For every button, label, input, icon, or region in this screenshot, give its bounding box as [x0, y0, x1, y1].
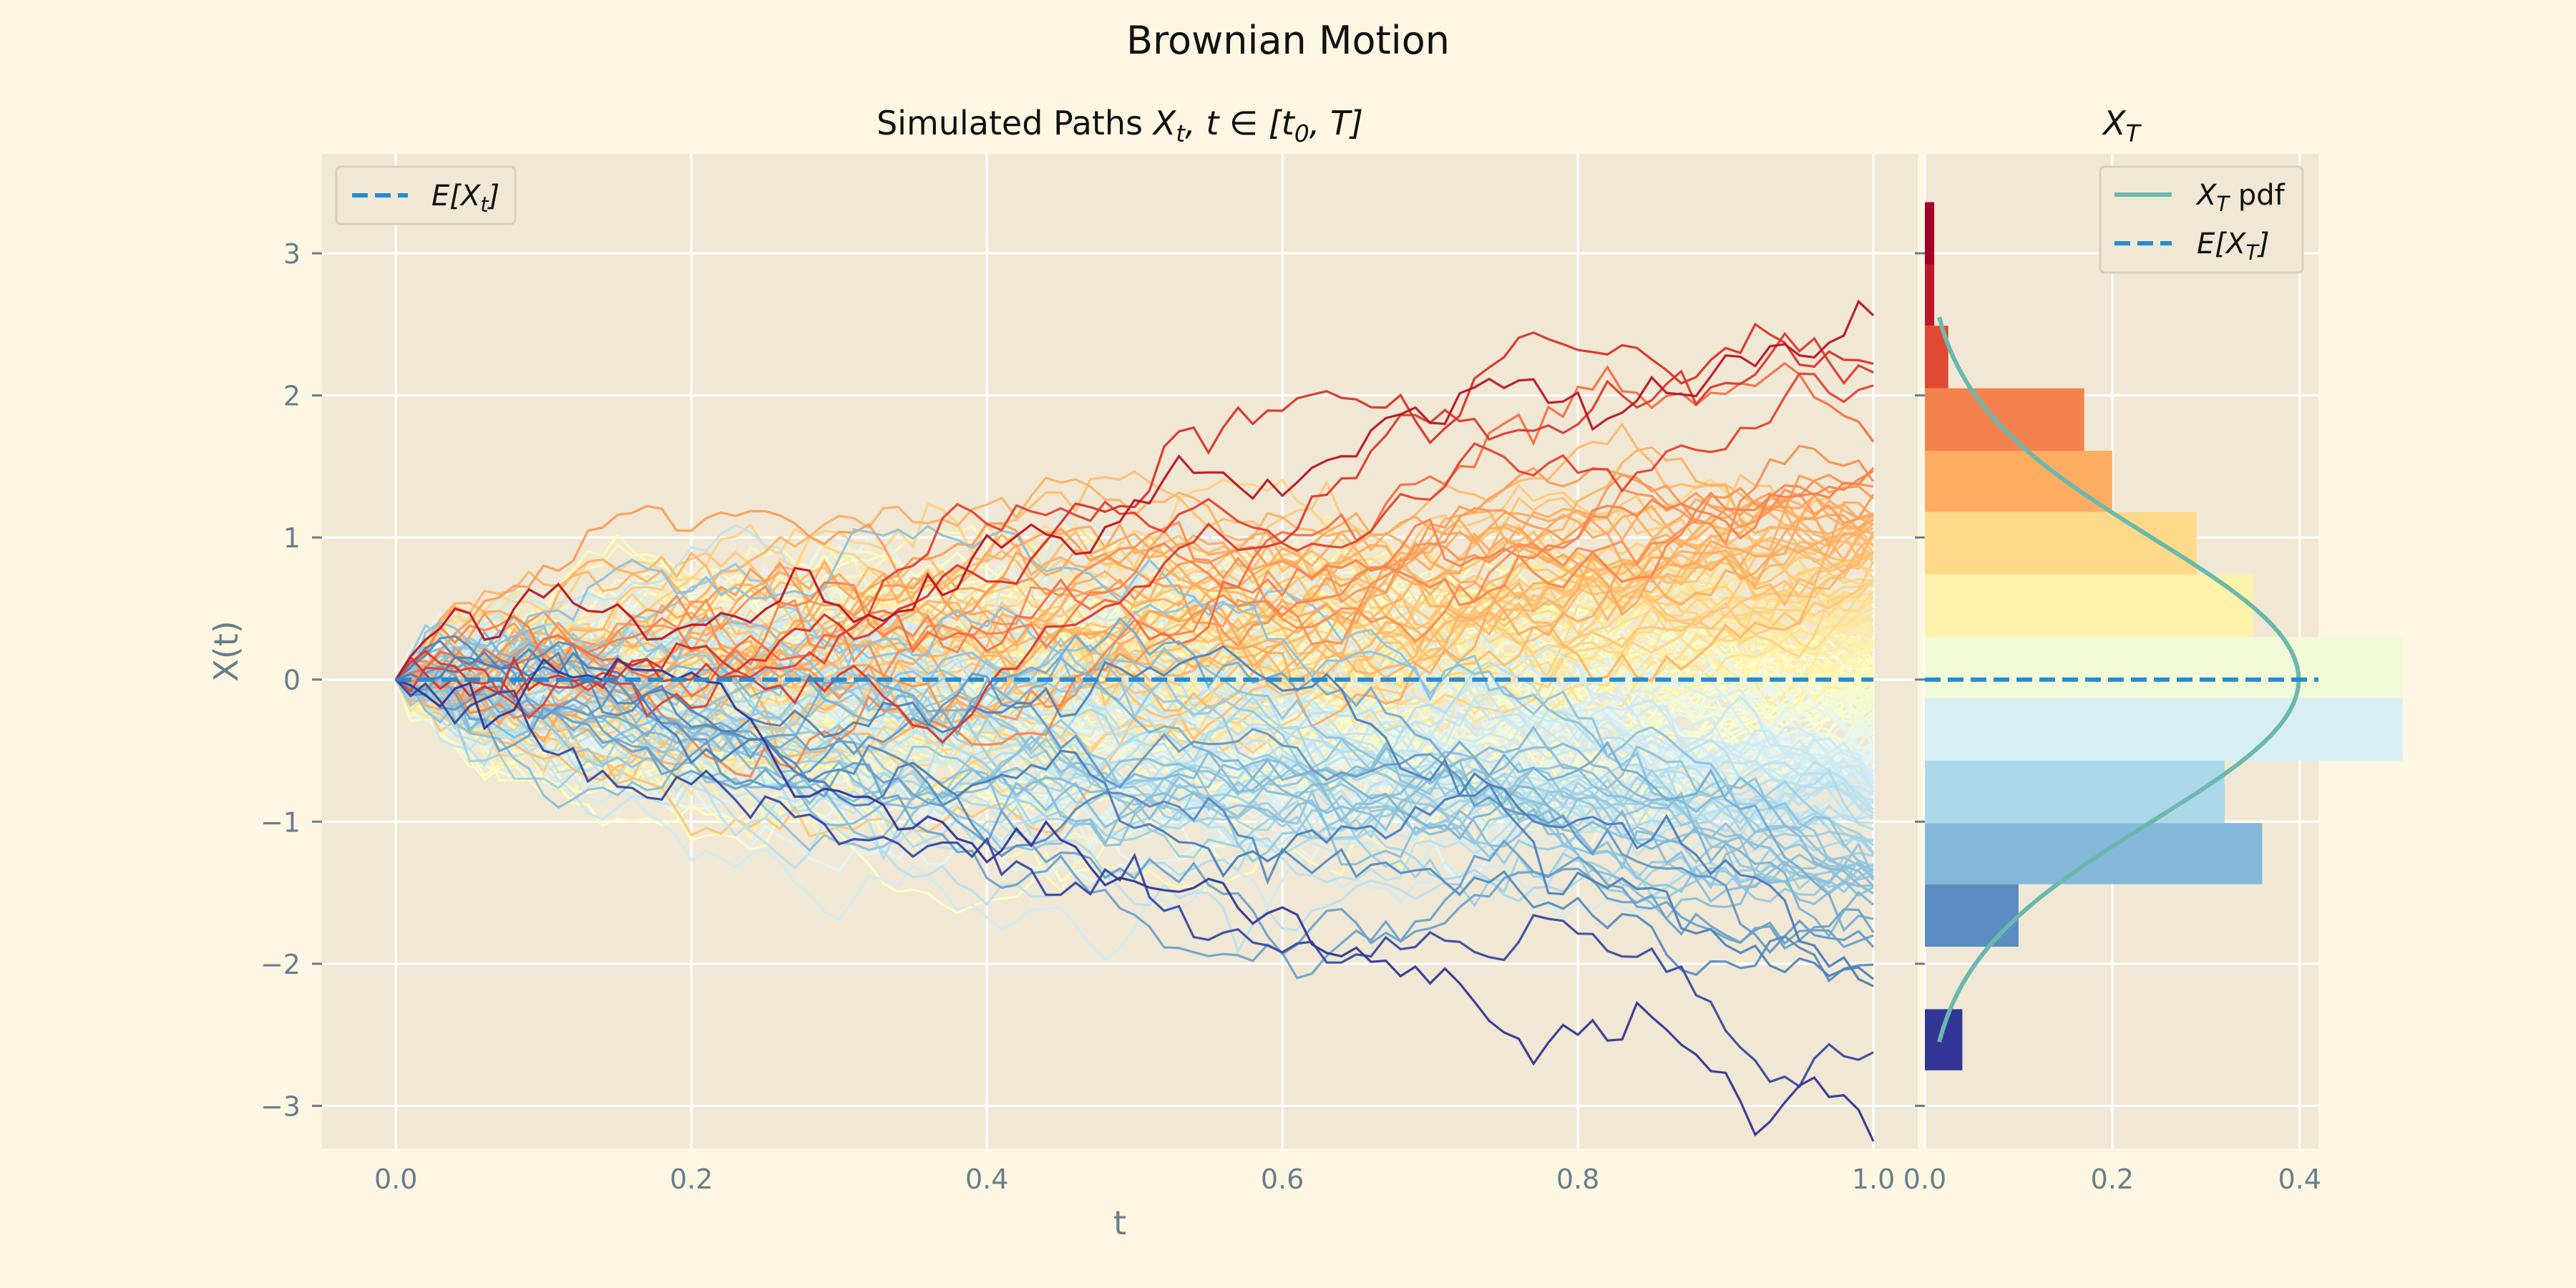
brownian-path-line: [394, 679, 1874, 884]
brownian-path-line: [395, 617, 1874, 933]
histogram-bar: [1925, 637, 2403, 698]
brownian-path-line: [395, 552, 1874, 777]
histogram-bar: [1925, 451, 2112, 512]
paths-x-tick-label: 0.2: [670, 1163, 713, 1195]
paths-x-axis-label: t: [1113, 1204, 1126, 1242]
paths-x-ticks: 0.0 0.2 0.4 0.6 0.8 1.0: [374, 1163, 1895, 1195]
brownian-path-line: [396, 473, 1875, 681]
paths-y-ticks: 3 2 1 0 −1 −2 −3: [260, 238, 322, 1122]
histogram-bar: [1925, 202, 1935, 265]
paths-y-tick-label: −2: [260, 949, 301, 980]
histogram-bar: [1925, 884, 2019, 947]
brownian-path-line: [395, 678, 1875, 854]
histogram-bars: [1925, 202, 2403, 1070]
brownian-path-line: [395, 675, 1875, 980]
brownian-path-line: [396, 512, 1874, 795]
brownian-path-line: [394, 555, 1874, 778]
histogram-legend-pdf-label: XT pdf: [2195, 179, 2285, 216]
paths-x-tick-label: 1.0: [1852, 1163, 1895, 1195]
brownian-path-line: [394, 444, 1875, 680]
histogram-bar: [1925, 264, 1935, 326]
paths-panel-title: Simulated Paths Xt, t ∈ [t0, T]: [877, 104, 1363, 147]
brownian-path-line: [394, 322, 1874, 698]
brownian-path-line: [395, 589, 1874, 881]
brownian-path-line: [395, 665, 1874, 883]
brownian-path-line: [395, 530, 1875, 712]
paths-y-tick-label: −3: [260, 1091, 301, 1122]
brownian-path-line: [395, 361, 1875, 698]
brownian-path-line: [395, 551, 1875, 799]
paths-legend-box: [335, 165, 517, 225]
brownian-path-line: [394, 422, 1875, 703]
brownian-path-line: [396, 633, 1875, 884]
brownian-path-line: [395, 630, 1875, 938]
paths-y-tick-label: 3: [283, 238, 301, 270]
brownian-path-line: [396, 525, 1875, 881]
brownian-path-line: [394, 526, 1874, 766]
paths-x-tick-label: 0.0: [374, 1163, 417, 1195]
histogram-x-ticks: 0.0 0.2 0.4: [1903, 1163, 2321, 1195]
paths-y-tick-label: 0: [283, 665, 301, 696]
paths-panel: Simulated Paths Xt, t ∈ [t0, T] 0.0 0.2 0.…: [207, 104, 1918, 1242]
brownian-path-line: [395, 651, 1874, 987]
histogram-bar: [1925, 823, 2263, 884]
brownian-path-line: [395, 657, 1875, 1142]
histogram-legend-mean-label: E[XT]: [2197, 228, 2270, 265]
paths-y-tick-label: −1: [260, 806, 301, 838]
histogram-panel-title: XT: [2102, 104, 2142, 147]
brownian-path-line: [396, 499, 1874, 728]
brownian-path-line: [395, 524, 1874, 823]
paths-y-axis-label: X(t): [207, 620, 245, 681]
brownian-path-line: [395, 678, 1874, 1088]
brownian-path-line: [394, 658, 1874, 895]
paths-legend: E[Xt]: [335, 165, 517, 225]
paths-x-tick-label: 0.6: [1261, 1163, 1304, 1195]
paths-legend-mean-label: E[Xt]: [431, 180, 499, 217]
histogram-bar: [1925, 388, 2084, 452]
brownian-path-line: [395, 479, 1875, 736]
brownian-path-line: [395, 678, 1874, 961]
brownian-path-line: [395, 372, 1874, 720]
histogram-bar: [1925, 512, 2197, 575]
brownian-path-line: [395, 478, 1874, 681]
histogram-x-tick-label: 0.4: [2278, 1163, 2321, 1195]
histogram-x-tick-label: 0.0: [1903, 1163, 1946, 1195]
paths-x-tick-label: 0.8: [1556, 1163, 1599, 1195]
histogram-bar: [1925, 760, 2225, 824]
brownian-path-line: [394, 299, 1875, 680]
histogram-bar: [1925, 1009, 1963, 1070]
paths-y-tick-label: 2: [283, 381, 301, 412]
simulated-paths: [394, 299, 1875, 1142]
histogram-legend: XT pdf E[XT]: [2099, 165, 2304, 274]
figure-title: Brownian Motion: [1126, 18, 1450, 63]
brownian-path-line: [395, 671, 1875, 955]
brownian-path-line: [394, 623, 1874, 903]
histogram-bar: [1925, 574, 2253, 638]
brownian-path-line: [395, 446, 1874, 703]
brownian-path-line: [394, 331, 1874, 744]
terminal-distribution-panel: XT 0.0 0.2 0.4 XT pdf E[XT]: [1903, 104, 2403, 1195]
brownian-path-line: [394, 557, 1875, 763]
brownian-path-line: [395, 494, 1874, 695]
paths-y-tick-label: 1: [283, 522, 301, 554]
brownian-path-line: [395, 625, 1875, 857]
histogram-bar: [1925, 698, 2403, 761]
paths-x-tick-label: 0.4: [965, 1163, 1008, 1195]
brownian-path-line: [395, 672, 1875, 955]
brownian-path-line: [395, 658, 1874, 956]
histogram-x-tick-label: 0.2: [2091, 1163, 2134, 1195]
